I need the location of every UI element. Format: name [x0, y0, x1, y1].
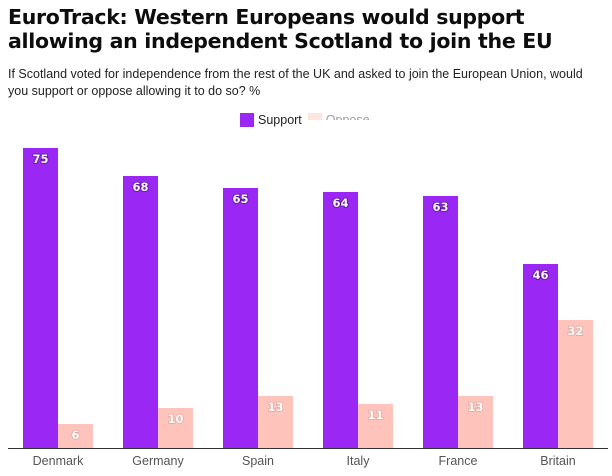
bar-oppose-britain — [558, 320, 593, 448]
data-label-oppose-italy: 11 — [367, 408, 383, 422]
data-label-oppose-germany: 10 — [167, 412, 183, 426]
bar-oppose-spain — [258, 396, 293, 448]
bar-support-italy — [323, 192, 358, 448]
chart-subtitle: If Scotland voted for independence from … — [8, 67, 583, 98]
bar-oppose-italy — [358, 404, 393, 448]
data-label-support-france: 63 — [432, 200, 448, 214]
category-label-britain: Britain — [540, 454, 575, 468]
bar-support-france — [423, 196, 458, 448]
bar-support-spain — [223, 188, 258, 448]
category-label-italy: Italy — [347, 454, 371, 468]
legend-label-support: Support — [258, 113, 302, 127]
bar-oppose-germany — [158, 408, 193, 448]
bar-oppose-france — [458, 396, 493, 448]
chart-legend: Support Oppose — [240, 111, 370, 129]
data-label-oppose-france: 13 — [467, 400, 483, 414]
legend-item-support[interactable]: Support — [240, 113, 302, 127]
chart-title: EuroTrack: Western Europeans would suppo… — [8, 5, 553, 53]
legend-swatch-support — [240, 113, 254, 127]
data-label-support-britain: 46 — [532, 268, 548, 282]
data-label-support-italy: 64 — [332, 196, 348, 210]
legend-label-oppose: Oppose — [325, 113, 370, 127]
data-label-oppose-spain: 13 — [267, 400, 283, 414]
bar-support-britain — [523, 264, 558, 448]
bar-support-germany — [123, 176, 158, 448]
category-label-france: France — [439, 454, 478, 468]
legend-swatch-oppose — [307, 113, 322, 120]
bar-support-denmark — [23, 148, 58, 448]
data-label-oppose-denmark: 6 — [71, 428, 79, 442]
category-label-germany: Germany — [132, 454, 184, 468]
bar-oppose-denmark — [58, 424, 93, 448]
data-label-oppose-britain: 32 — [567, 324, 583, 338]
category-label-spain: Spain — [242, 454, 274, 468]
category-label-denmark: Denmark — [33, 454, 84, 468]
legend-item-oppose[interactable]: Oppose — [307, 113, 370, 127]
data-label-support-denmark: 75 — [32, 152, 48, 166]
data-label-support-spain: 65 — [232, 192, 248, 206]
data-label-support-germany: 68 — [132, 180, 148, 194]
